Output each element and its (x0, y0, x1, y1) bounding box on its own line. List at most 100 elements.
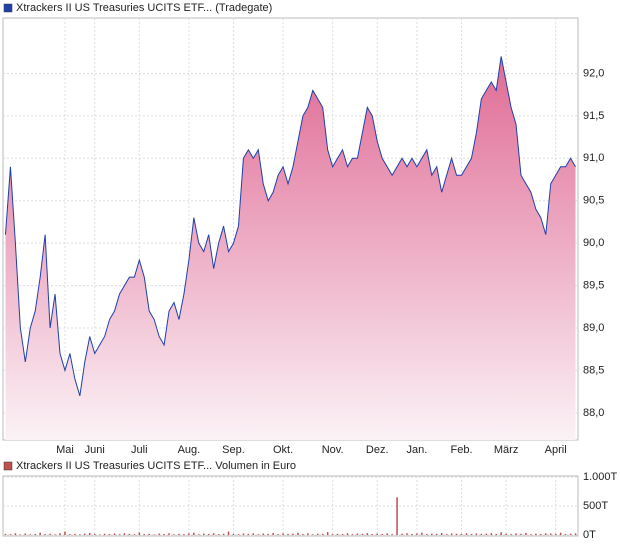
x-tick-label: Sep. (222, 444, 245, 456)
volume-bar (232, 533, 235, 535)
volume-bar (227, 531, 230, 535)
volume-bar (416, 533, 418, 535)
volume-bar (88, 532, 91, 535)
volume-bar (34, 533, 36, 535)
volume-bar (450, 533, 453, 535)
volume-bar (475, 533, 478, 535)
volume-bar (525, 532, 527, 535)
volume-bar (267, 533, 269, 535)
y-tick-label: 90,0 (583, 237, 604, 249)
x-tick-label: Dez. (366, 444, 389, 456)
volume-bar (203, 533, 205, 535)
volume-bar (312, 534, 314, 535)
volume-bar (113, 533, 116, 535)
volume-bar (421, 532, 423, 535)
volume-bar (118, 534, 121, 535)
volume-bar (252, 533, 255, 535)
volume-bar (257, 534, 260, 535)
volume-bar (530, 534, 532, 535)
volume-bar (554, 533, 557, 535)
x-tick-label: Okt. (273, 444, 293, 456)
volume-bar (396, 497, 398, 535)
y-tick-label: 500T (583, 500, 608, 512)
volume-bar (495, 533, 497, 535)
volume-bar (321, 533, 324, 535)
volume-bar (331, 534, 334, 535)
volume-bar (143, 534, 146, 535)
volume-bar (168, 533, 170, 535)
x-tick-label: April (545, 444, 567, 456)
volume-bar (520, 533, 522, 535)
volume-bar (59, 533, 61, 535)
volume-bar (138, 532, 141, 535)
volume-bar (98, 534, 101, 535)
volume-bar (351, 534, 354, 535)
volume-bar (74, 533, 76, 535)
volume-bar (559, 532, 562, 535)
y-tick-label: 89,5 (583, 279, 604, 291)
volume-bar (381, 533, 383, 535)
volume-bar (485, 533, 488, 535)
volume-bar (237, 534, 240, 535)
area-fill (5, 56, 576, 440)
volume-bar (262, 533, 264, 535)
volume-bar (148, 533, 150, 535)
volume-bar (465, 533, 468, 535)
y-tick-label: 91,0 (583, 152, 604, 164)
volume-bar (505, 533, 507, 535)
volume-bar (376, 533, 378, 535)
volume-bar (341, 533, 344, 535)
volume-bar (490, 533, 493, 535)
volume-bar (193, 532, 195, 535)
volume-bar (108, 534, 111, 535)
volume-bar (356, 533, 359, 535)
x-tick-label: Mai (56, 444, 74, 456)
x-tick-label: Juli (131, 444, 148, 456)
volume-bar (133, 534, 136, 535)
volume-bar (49, 533, 51, 535)
volume-bar (540, 533, 542, 535)
volume-bar (386, 533, 388, 535)
volume-bar (569, 533, 572, 535)
volume-bar (401, 533, 403, 535)
volume-bar (366, 533, 369, 535)
volume-bar (103, 533, 106, 535)
volume-bar (549, 533, 552, 535)
y-tick-label: 88,0 (583, 407, 604, 419)
legend-label: Xtrackers II US Treasuries UCITS ETF... … (16, 460, 296, 472)
volume-bar (361, 533, 364, 535)
plot-frame (2, 475, 579, 537)
volume-bar (9, 534, 12, 535)
y-tick-label: 90,5 (583, 195, 604, 207)
volume-bar (460, 533, 463, 535)
volume-bar (282, 533, 284, 535)
x-tick-label: Feb. (451, 444, 473, 456)
volume-bar (14, 533, 17, 535)
x-tick-label: März (494, 444, 518, 456)
volume-bar (470, 534, 473, 535)
volume-bar (183, 534, 185, 535)
y-tick-label: 89,0 (583, 322, 604, 334)
volume-bar (19, 534, 22, 535)
y-tick-label: 91,5 (583, 110, 604, 122)
volume-bar (212, 533, 215, 535)
volume-bar (178, 533, 180, 535)
volume-bar (326, 532, 329, 535)
volume-bar (4, 533, 7, 535)
volume-bar (545, 533, 547, 535)
y-tick-label: 88,5 (583, 364, 604, 376)
volume-bar (287, 533, 289, 535)
y-tick-label: 1.000T (583, 471, 618, 483)
volume-bar (69, 534, 71, 535)
volume-bar (307, 533, 309, 535)
volume-bar (84, 533, 86, 535)
volume-bar (222, 533, 225, 535)
volume-bar (292, 533, 294, 535)
volume-bar (29, 534, 32, 535)
volume-bar (336, 533, 339, 535)
volume-bar (297, 532, 299, 535)
volume-bar (93, 533, 96, 535)
legend-swatch (3, 3, 13, 13)
x-tick-label: Aug. (178, 444, 201, 456)
